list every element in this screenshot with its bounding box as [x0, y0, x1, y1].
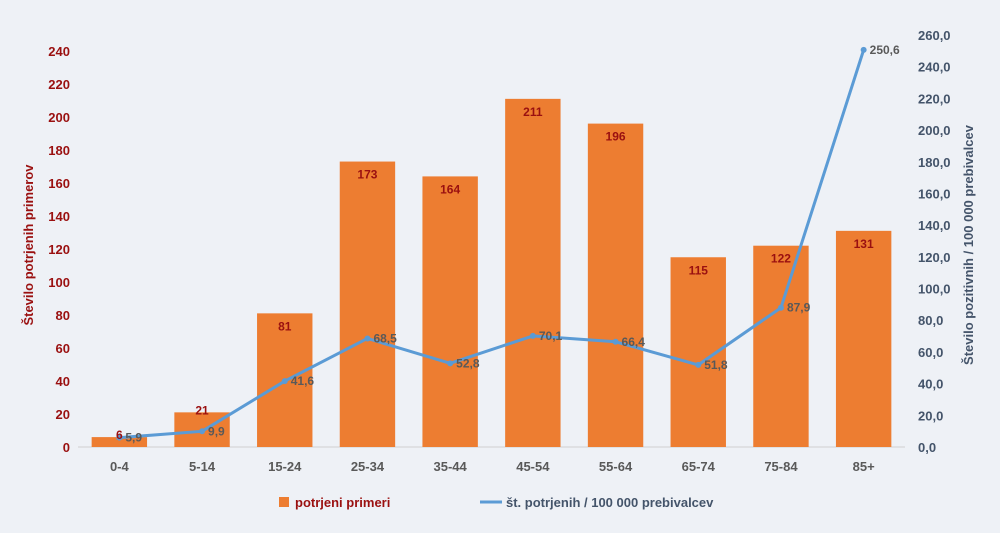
- left-axis-tick-label: 20: [56, 407, 70, 422]
- right-axis-tick-label: 140,0: [918, 218, 951, 233]
- right-axis-tick-label: 100,0: [918, 282, 951, 297]
- category-tick-label: 25-34: [351, 459, 385, 474]
- line-point: [860, 46, 867, 53]
- right-axis-tick-label: 60,0: [918, 345, 943, 360]
- bar: [587, 123, 644, 447]
- bar: [835, 230, 892, 447]
- right-axis-title: Število pozitivnih / 100 000 prebivalcev: [961, 124, 976, 365]
- line-point: [199, 428, 206, 435]
- line-data-label: 68,5: [373, 331, 397, 345]
- line-data-label: 52,8: [456, 356, 480, 370]
- left-axis-tick-label: 160: [48, 176, 70, 191]
- line-point: [529, 332, 536, 339]
- line-point: [364, 335, 371, 342]
- left-axis-tick-label: 100: [48, 275, 70, 290]
- left-axis-tick-label: 180: [48, 143, 70, 158]
- category-tick-label: 55-64: [599, 459, 633, 474]
- right-axis-ticks: 0,0 20,0 40,0 60,0 80,0 100,0 120,0 140,0 160,0 1…: [918, 28, 951, 455]
- left-axis-title: Število potrjenih primerov: [21, 164, 36, 326]
- line-data-label: 9,9: [208, 424, 225, 438]
- line-point: [447, 360, 454, 367]
- bar-data-label: 211: [523, 105, 543, 119]
- line-point: [612, 338, 619, 345]
- right-axis-tick-label: 220,0: [918, 91, 951, 106]
- category-tick-label: 15-24: [268, 459, 302, 474]
- bar-series: [91, 98, 892, 448]
- line-point: [695, 361, 702, 368]
- bar-data-labels: 6 21 81 173 164 211 196 115 122 131: [116, 105, 874, 442]
- bar-data-label: 6: [116, 428, 123, 442]
- bar: [505, 98, 561, 447]
- line-point: [116, 434, 123, 441]
- line-data-label: 70,1: [539, 329, 563, 343]
- bar: [753, 245, 809, 447]
- right-axis-tick-label: 260,0: [918, 28, 951, 43]
- right-axis-tick-label: 120,0: [918, 250, 951, 265]
- legend-line-label: št. potrjenih / 100 000 prebivalcev: [506, 495, 714, 510]
- right-axis-tick-label: 0,0: [918, 440, 936, 455]
- bar-data-label: 196: [606, 130, 626, 144]
- left-axis-tick-label: 40: [56, 374, 70, 389]
- left-axis-tick-label: 80: [56, 308, 70, 323]
- series-line: [119, 49, 866, 440]
- line-data-label: 250,6: [870, 43, 900, 57]
- category-tick-label: 45-54: [516, 459, 550, 474]
- bar: [422, 176, 478, 447]
- line-data-label: 41,6: [291, 374, 315, 388]
- bar: [339, 161, 396, 448]
- line-data-label: 87,9: [787, 301, 811, 315]
- category-tick-label: 0-4: [110, 459, 130, 474]
- bar-data-label: 81: [278, 319, 292, 333]
- left-axis-tick-label: 120: [48, 242, 70, 257]
- bar: [91, 437, 148, 447]
- right-axis-tick-label: 20,0: [918, 408, 943, 423]
- right-axis-tick-label: 160,0: [918, 186, 951, 201]
- category-tick-label: 75-84: [764, 459, 798, 474]
- left-axis-tick-label: 60: [56, 341, 70, 356]
- line-series: [116, 46, 867, 441]
- left-axis-tick-label: 240: [48, 44, 70, 59]
- right-axis-tick-label: 200,0: [918, 123, 951, 138]
- bar-data-label: 122: [771, 252, 791, 266]
- line-point: [281, 378, 288, 385]
- bar-data-label: 115: [689, 263, 709, 277]
- bar-data-label: 131: [854, 237, 874, 251]
- right-axis-tick-label: 40,0: [918, 377, 943, 392]
- category-tick-label: 5-14: [189, 459, 216, 474]
- category-tick-label: 65-74: [682, 459, 716, 474]
- legend-bar-swatch: [279, 497, 289, 507]
- category-axis-ticks: 0-4 5-14 15-24 25-34 35-44 45-54 55-64 65-74 75-…: [110, 459, 875, 474]
- line-data-label: 66,4: [622, 335, 646, 349]
- bar-data-label: 21: [195, 403, 209, 417]
- line-data-label: 51,8: [704, 358, 728, 372]
- bar-data-label: 164: [440, 182, 460, 196]
- legend-bar-label: potrjeni primeri: [295, 495, 390, 510]
- right-axis-tick-label: 240,0: [918, 60, 951, 75]
- left-axis-tick-label: 200: [48, 110, 70, 125]
- left-axis-tick-label: 220: [48, 77, 70, 92]
- left-axis-tick-label: 0: [63, 440, 70, 455]
- right-axis-tick-label: 80,0: [918, 313, 943, 328]
- left-axis-ticks: 0 20 40 60 80 100 120 140 160 180 200 220 240: [48, 44, 70, 455]
- left-axis-tick-label: 140: [48, 209, 70, 224]
- line-data-label: 5,9: [125, 431, 142, 445]
- category-tick-label: 85+: [853, 459, 875, 474]
- legend: potrjeni primeri št. potrjenih / 100 000…: [279, 495, 714, 510]
- right-axis-tick-label: 180,0: [918, 155, 951, 170]
- bar-data-label: 173: [357, 168, 377, 182]
- category-tick-label: 35-44: [434, 459, 468, 474]
- line-data-labels: 5,9 9,9 41,6 68,5 52,8 70,1 66,4 51,8 87,9 250,6: [125, 43, 900, 445]
- line-point: [777, 304, 784, 311]
